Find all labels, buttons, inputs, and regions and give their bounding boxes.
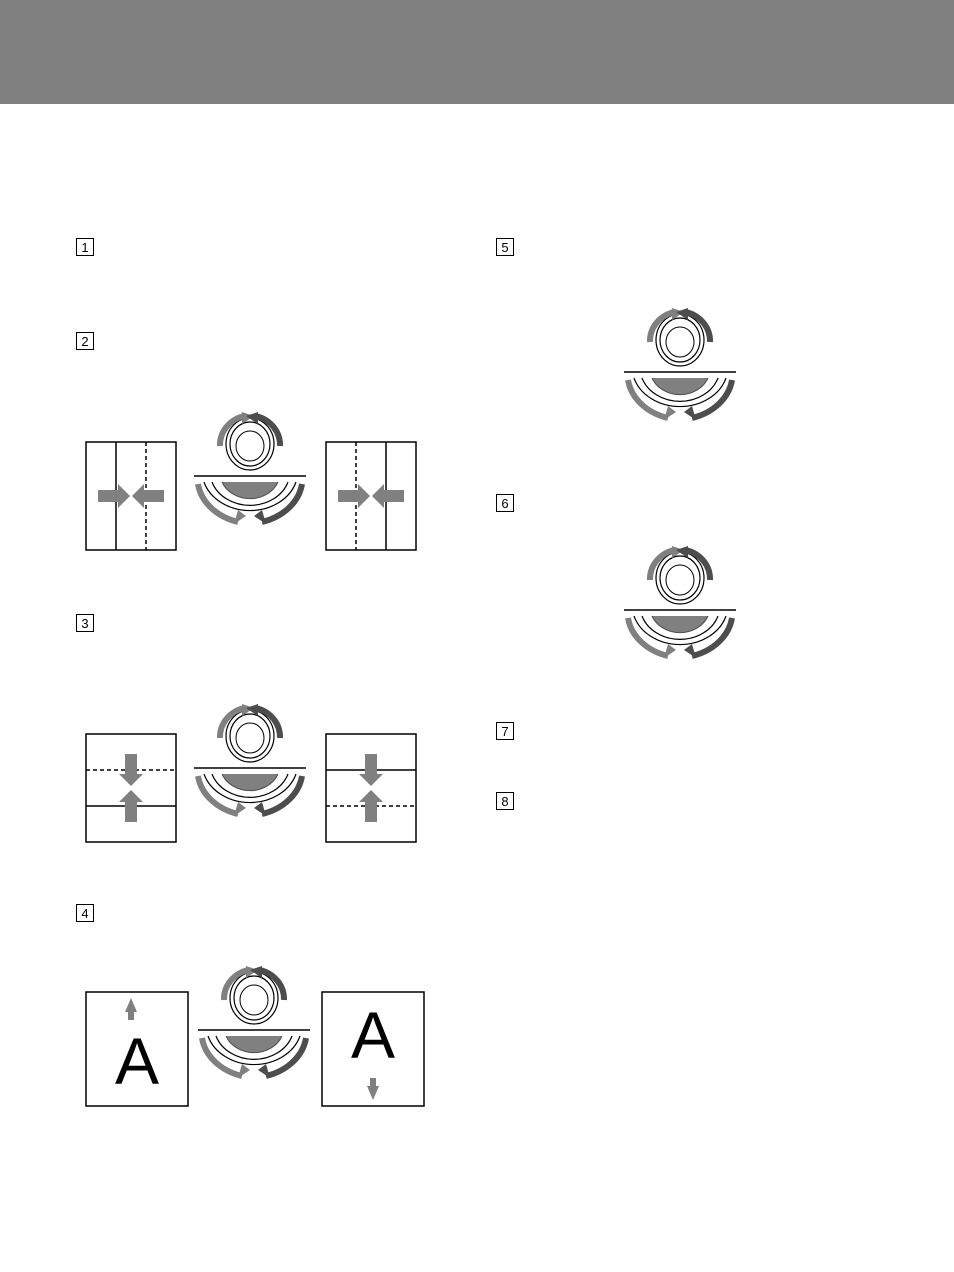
header-bar — [0, 0, 954, 104]
step-label: 7 — [501, 724, 508, 739]
step-5-marker: 5 — [496, 238, 514, 256]
step-7-marker: 7 — [496, 722, 514, 740]
step-5-diagram — [600, 300, 760, 460]
step-2-diagram — [80, 404, 430, 574]
step-4-marker: 4 — [76, 904, 94, 922]
step-1-marker: 1 — [76, 238, 94, 256]
step-label: 8 — [501, 794, 508, 809]
svg-text:A: A — [115, 1024, 159, 1098]
step-3-diagram — [80, 696, 430, 866]
step-4-diagram: A A — [80, 954, 440, 1134]
step-label: 6 — [501, 496, 508, 511]
step-label: 5 — [501, 240, 508, 255]
step-label: 4 — [81, 906, 88, 921]
step-label: 1 — [81, 240, 88, 255]
step-label: 2 — [81, 334, 88, 349]
step-8-marker: 8 — [496, 792, 514, 810]
step-label: 3 — [81, 616, 88, 631]
step-2-marker: 2 — [76, 332, 94, 350]
step-6-diagram — [600, 538, 760, 698]
svg-text:A: A — [351, 998, 395, 1072]
step-6-marker: 6 — [496, 494, 514, 512]
step-3-marker: 3 — [76, 614, 94, 632]
